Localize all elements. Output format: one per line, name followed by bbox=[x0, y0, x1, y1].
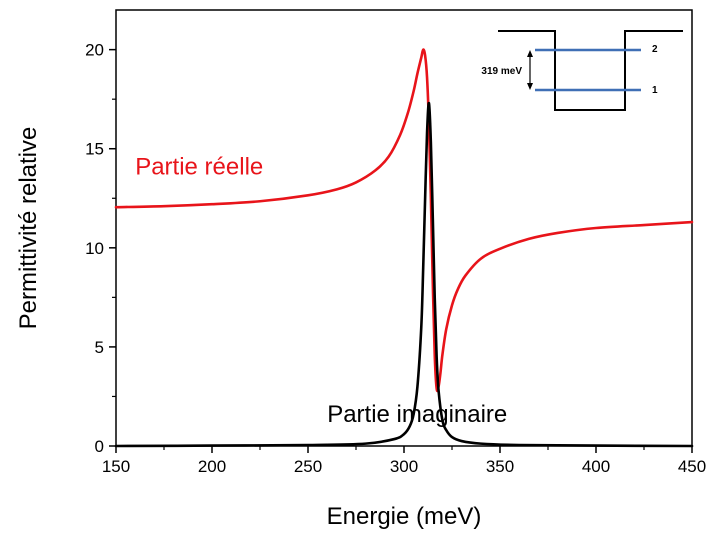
transition-arrow-head-up bbox=[527, 50, 533, 57]
quantum-well-profile bbox=[498, 30, 683, 111]
x-axis-ticks: 150 200 250 300 350 400 450 bbox=[102, 446, 706, 476]
series-line-imaginary-part bbox=[114, 101, 694, 448]
x-tick-label: 150 bbox=[102, 457, 130, 476]
x-tick-label: 250 bbox=[294, 457, 322, 476]
y-axis-label: Permittivité relative bbox=[15, 127, 42, 330]
transition-arrow-head-down bbox=[527, 83, 533, 90]
y-axis-ticks: 0 5 10 15 20 bbox=[85, 41, 116, 456]
x-axis-label: Energie (meV) bbox=[327, 503, 482, 530]
level-2-label: 2 bbox=[652, 44, 658, 55]
annotation-real-part: Partie réelle bbox=[135, 153, 263, 180]
y-tick-label: 10 bbox=[85, 239, 104, 258]
x-tick-label: 300 bbox=[390, 457, 418, 476]
level-1-label: 1 bbox=[652, 85, 658, 96]
curves bbox=[114, 48, 694, 448]
annotation-imaginary-part: Partie imaginaire bbox=[327, 401, 507, 428]
quantum-well-inset: 319 meV 2 1 bbox=[481, 30, 683, 111]
x-tick-label: 450 bbox=[678, 457, 706, 476]
x-tick-label: 350 bbox=[486, 457, 514, 476]
x-tick-label: 400 bbox=[582, 457, 610, 476]
y-tick-label: 0 bbox=[95, 437, 104, 456]
y-tick-label: 15 bbox=[85, 140, 104, 159]
series-line-real-part bbox=[114, 48, 694, 393]
y-tick-label: 5 bbox=[95, 338, 104, 357]
transition-energy-label: 319 meV bbox=[481, 66, 522, 77]
y-tick-label: 20 bbox=[85, 41, 104, 60]
x-tick-label: 200 bbox=[198, 457, 226, 476]
